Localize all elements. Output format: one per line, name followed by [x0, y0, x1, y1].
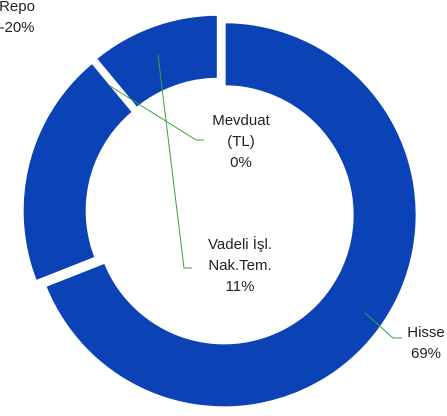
leader-line — [364, 312, 402, 339]
category-label: Repo — [0, 0, 35, 15]
donut-slice — [20, 59, 136, 284]
value-label: 69% — [410, 345, 442, 362]
data-label: Vadeli İşl. Nak.Tem. 11% — [190, 234, 290, 297]
data-label: Hisse 69% — [396, 322, 447, 364]
data-label: Repo -20% — [0, 0, 42, 38]
category-label: Vadeli İşl. Nak.Tem. — [208, 236, 272, 274]
data-label: Mevduat (TL) 0% — [203, 110, 279, 173]
leader-line — [109, 85, 204, 141]
category-label: Mevduat (TL) — [212, 112, 270, 150]
leader-line — [157, 54, 192, 269]
value-label: -20% — [0, 19, 35, 36]
value-label: 0% — [230, 154, 252, 171]
category-label: Hisse — [407, 324, 445, 341]
donut-slice — [42, 20, 419, 410]
value-label: 11% — [225, 278, 255, 295]
donut-slice — [93, 12, 220, 111]
